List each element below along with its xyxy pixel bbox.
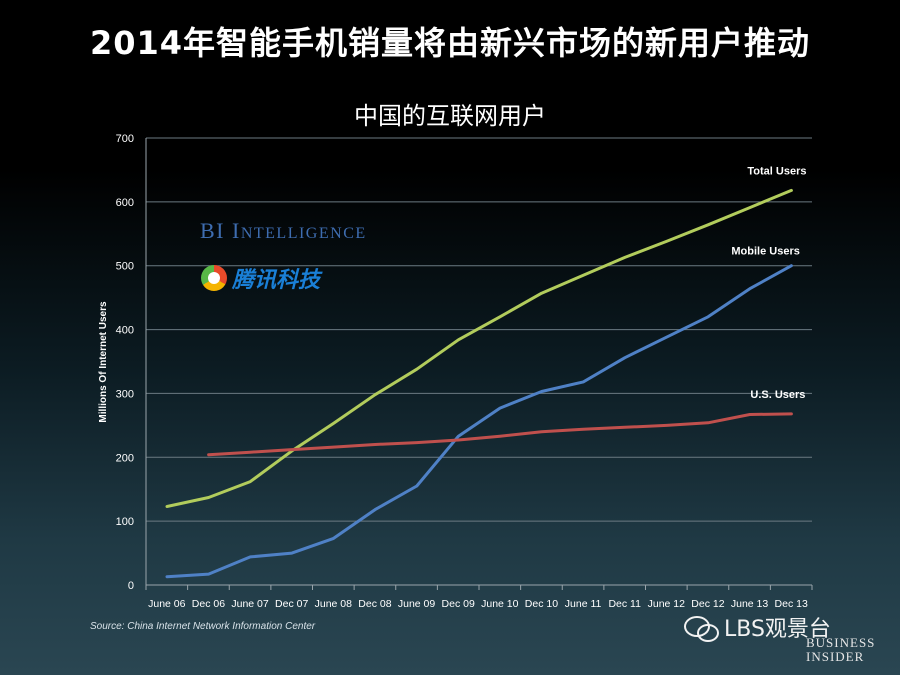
y-tick-label: 200 xyxy=(116,452,134,464)
x-tick-label: Dec 11 xyxy=(608,598,641,610)
x-tick-label: Dec 10 xyxy=(525,598,558,610)
tencent-logo-icon xyxy=(201,265,227,291)
y-tick-label: 700 xyxy=(116,133,134,145)
x-tick-label: June 12 xyxy=(648,598,686,610)
wechat-icon xyxy=(684,614,719,642)
wechat-watermark: LBS观景台 xyxy=(684,611,831,643)
series-lines xyxy=(165,188,793,579)
bi-logo-rest: NTELLIGENCE xyxy=(240,225,367,242)
series-label: Total Users xyxy=(747,165,806,177)
y-axis-label: Millions Of Internet Users xyxy=(98,301,109,423)
series-labels: Total Users Mobile Users U.S. Users xyxy=(731,165,806,401)
slide-headline: 2014年智能手机销量将由新兴市场的新用户推动 xyxy=(89,24,811,62)
y-tick-label: 0 xyxy=(128,580,134,592)
gridlines xyxy=(146,137,812,586)
x-tick-label: Dec 09 xyxy=(442,598,475,610)
bi-brand-line1: BUSINESS xyxy=(806,635,876,650)
x-tick-label: Dec 13 xyxy=(775,598,808,610)
bi-intelligence-logo: BI INTELLIGENCE xyxy=(200,218,367,244)
tencent-logo-text: 腾讯科技 xyxy=(232,268,321,293)
source-note: Source: China Internet Network Informati… xyxy=(90,621,316,632)
x-tick-label: June 11 xyxy=(565,598,602,610)
x-tick-label: Dec 12 xyxy=(691,598,724,610)
x-tick-label: June 09 xyxy=(398,598,436,610)
bi-logo-first: BI xyxy=(200,218,225,243)
bi-logo-initial: I xyxy=(232,218,241,243)
bi-brand-line2: INSIDER xyxy=(806,649,865,664)
series-label: Mobile Users xyxy=(731,246,799,258)
x-tick-label: Dec 08 xyxy=(358,598,391,610)
x-tick-label: June 06 xyxy=(148,598,186,610)
series-label: U.S. Users xyxy=(750,389,805,401)
chart-title: 中国的互联网用户 xyxy=(354,102,546,130)
series-line-u-s-users xyxy=(207,412,793,457)
x-tick-label: June 10 xyxy=(481,598,519,610)
series-line-mobile-users xyxy=(165,264,793,579)
y-tick-label: 300 xyxy=(116,388,134,400)
x-tick-label: Dec 06 xyxy=(192,598,225,610)
business-insider-logo: BUSINESS INSIDER xyxy=(806,636,875,664)
x-tick-label: Dec 07 xyxy=(275,598,308,610)
y-tick-label: 600 xyxy=(116,197,134,209)
watermark-text: LBS观景台 xyxy=(724,617,831,642)
x-tick-label: June 07 xyxy=(231,598,269,610)
x-tick-label: June 08 xyxy=(315,598,353,610)
tencent-tech-logo: 腾讯科技 xyxy=(201,262,320,294)
y-tick-label: 100 xyxy=(116,516,134,528)
y-tick-label: 500 xyxy=(116,261,134,273)
x-tick-label: June 13 xyxy=(731,598,769,610)
series-line-total-users xyxy=(165,188,793,508)
y-tick-label: 400 xyxy=(116,325,134,337)
axes: 0 100 200 300 400 500 600 700 June 06 Dec 06 June … xyxy=(116,133,813,610)
